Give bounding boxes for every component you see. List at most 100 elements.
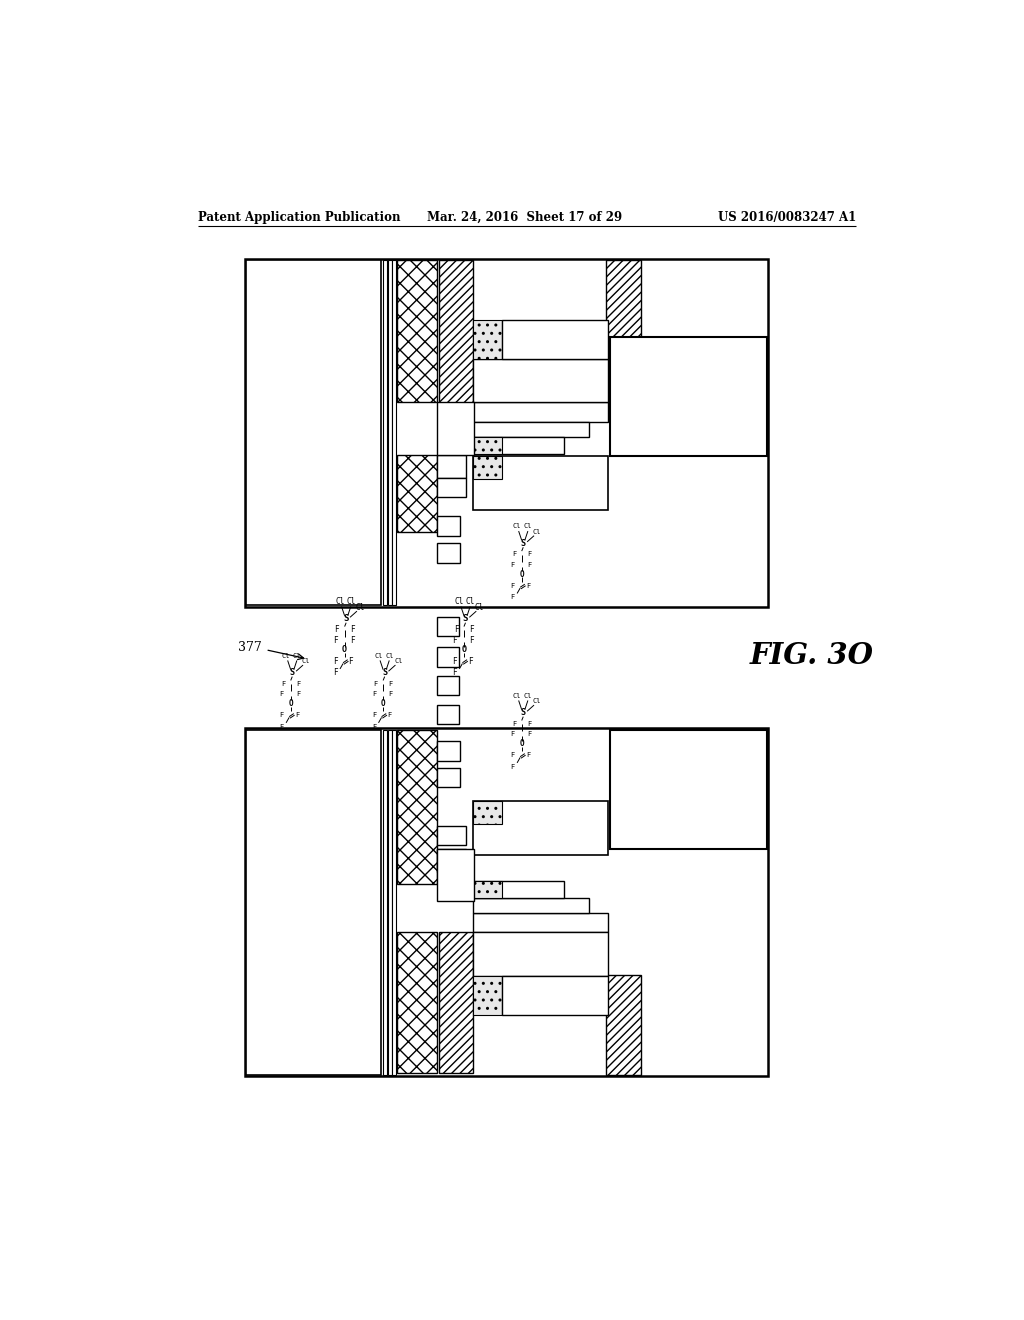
Text: S: S [521,709,525,717]
Text: Cl: Cl [532,698,542,705]
Bar [473,359,608,403]
Bar [437,478,466,498]
Bar [503,977,608,1015]
Bar [437,705,459,725]
Bar [437,768,460,788]
Bar [437,849,474,902]
Bar [473,913,608,932]
Text: Cl: Cl [282,653,291,659]
Text: F: F [453,657,457,665]
Text: F: F [527,721,531,726]
Bar [473,321,503,359]
Text: Cl: Cl [475,603,484,611]
Bar [397,260,437,403]
Text: Cl: Cl [302,659,310,664]
Bar [473,437,503,454]
Text: O: O [519,739,524,748]
Text: F: F [296,681,301,686]
Text: Mar. 24, 2016  Sheet 17 of 29: Mar. 24, 2016 Sheet 17 of 29 [427,211,623,224]
Text: S: S [343,614,349,623]
Bar [383,260,387,605]
Text: F: F [525,752,530,758]
Text: Cl: Cl [346,598,355,606]
Text: Cl: Cl [394,659,402,664]
Bar [437,616,459,636]
Text: F: F [372,711,376,718]
Bar [437,849,466,873]
Bar [473,457,608,511]
Bar [245,259,768,607]
Text: Cl: Cl [466,598,475,606]
Bar [473,457,503,479]
Text: F: F [387,711,391,718]
Bar [606,260,641,337]
Bar [473,880,564,898]
Bar [609,730,767,849]
Text: F: F [295,711,299,718]
Text: F: F [512,721,516,726]
Text: FIG. 3O: FIG. 3O [750,640,874,669]
Text: Cl: Cl [513,693,521,698]
Bar [392,260,396,605]
Text: F: F [296,692,301,697]
Bar [437,742,460,760]
Text: S: S [521,539,525,548]
Text: F: F [280,711,284,718]
Bar [245,729,768,1076]
Bar [246,260,381,605]
Bar [388,260,391,605]
Bar [438,260,473,407]
Bar [392,730,396,1074]
Bar [383,730,387,1074]
Bar [437,516,460,536]
Text: F: F [333,668,338,677]
Bar [473,801,608,855]
Text: S: S [463,614,468,623]
Text: O: O [381,700,385,708]
Bar [473,977,503,1015]
Bar [606,974,641,1074]
Text: F: F [525,582,530,589]
Bar [437,403,474,455]
Text: F: F [527,562,531,568]
Text: Cl: Cl [532,529,542,535]
Text: F: F [350,626,354,634]
Text: F: F [527,731,531,738]
Text: F: F [335,626,339,634]
Text: Cl: Cl [336,598,345,606]
Bar [609,337,767,457]
Bar [388,730,391,1074]
Text: F: F [280,723,284,730]
Text: Cl: Cl [293,653,301,659]
Bar [473,898,589,913]
Text: F: F [469,626,474,634]
Text: F: F [454,626,459,634]
Text: F: F [510,752,515,758]
Text: F: F [512,552,516,557]
Bar [473,437,564,454]
Text: F: F [453,668,457,677]
Text: F: F [389,681,393,686]
Text: F: F [280,692,284,697]
Bar [437,647,459,667]
Bar [473,880,503,898]
Text: O: O [342,645,347,655]
Text: S: S [290,668,295,677]
Text: O: O [462,645,467,655]
Text: F: F [372,723,376,730]
Text: F: F [453,636,457,645]
Text: O: O [289,700,293,708]
Text: Cl: Cl [385,653,393,659]
Text: F: F [527,552,531,557]
Bar [473,932,608,977]
Text: F: F [333,657,338,665]
Text: F: F [510,562,515,568]
Bar [397,730,437,884]
Text: F: F [389,692,393,697]
Text: Cl: Cl [374,653,383,659]
Text: F: F [510,731,515,738]
Text: F: F [281,681,285,686]
Text: F: F [374,681,378,686]
Text: O: O [519,570,524,578]
Text: F: F [469,636,474,645]
